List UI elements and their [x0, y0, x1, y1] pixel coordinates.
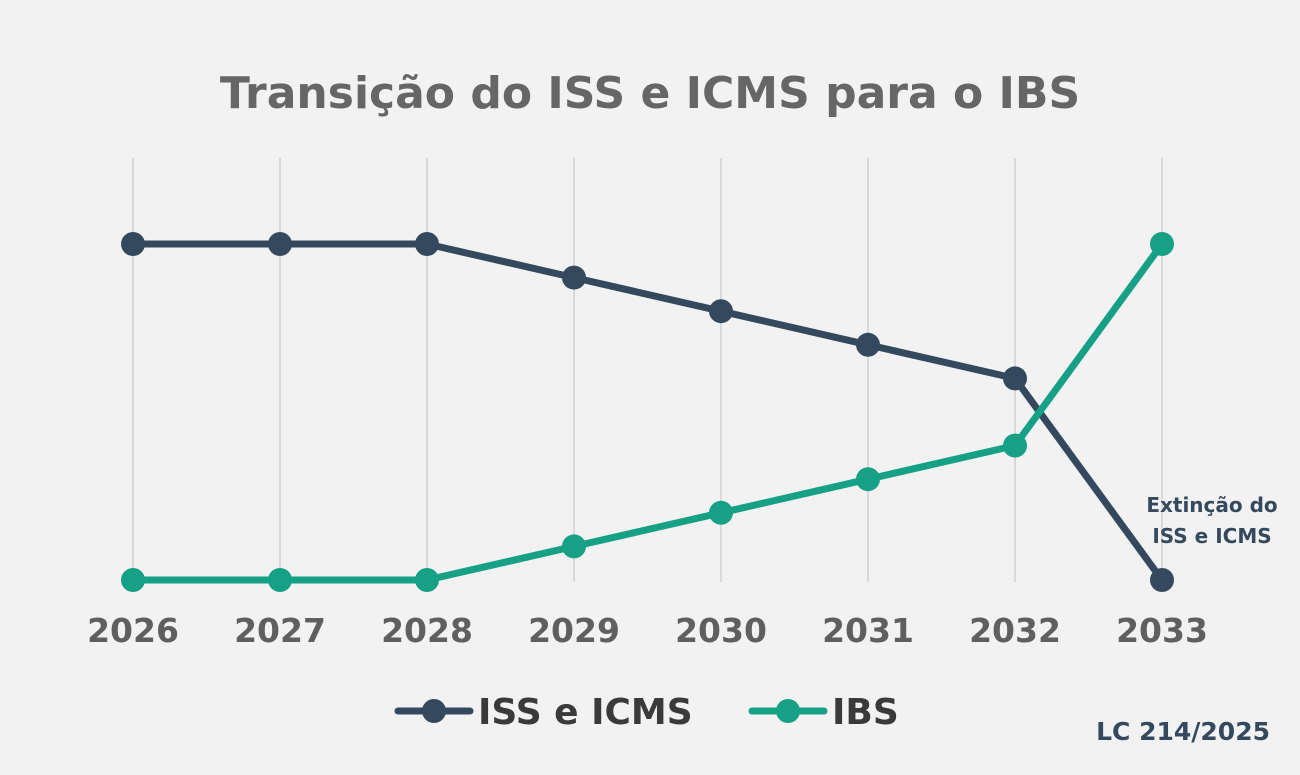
- legend-swatch-marker: [422, 699, 446, 723]
- data-point-iss-e-icms-2030: [709, 299, 733, 324]
- data-point-iss-e-icms-2033: [1150, 568, 1174, 592]
- legend-label: IBS: [832, 692, 899, 733]
- x-tick-label: 2028: [381, 611, 473, 650]
- data-point-ibs-2026: [121, 568, 145, 592]
- x-tick-label: 2027: [234, 611, 326, 650]
- x-tick-label: 2033: [1116, 611, 1208, 650]
- data-point-ibs-2028: [415, 568, 439, 592]
- data-point-ibs-2030: [709, 500, 733, 525]
- data-point-iss-e-icms-2031: [856, 332, 880, 357]
- source-note: LC 214/2025: [1096, 717, 1270, 746]
- data-point-ibs-2033: [1150, 232, 1174, 256]
- grid: [132, 158, 1163, 582]
- data-point-iss-e-icms-2028: [415, 232, 439, 256]
- legend-label: ISS e ICMS: [478, 692, 693, 733]
- x-axis-ticks: 2026 2027 2028 2029 2030 2031 2032 2033: [87, 611, 1208, 650]
- series-iss-e-icms: [121, 232, 1174, 592]
- x-tick-label: 2030: [675, 611, 767, 650]
- series-ibs: [121, 232, 1174, 592]
- annotation-line-1: Extinção do: [1146, 493, 1277, 517]
- series-line-ibs: [129, 240, 1166, 584]
- legend-item-iss-e-icms: ISS e ICMS: [394, 692, 693, 733]
- data-point-iss-e-icms-2029: [562, 265, 586, 290]
- data-point-ibs-2031: [856, 467, 880, 492]
- data-point-ibs-2032: [1003, 433, 1027, 458]
- chart-title: Transição do ISS e ICMS para o IBS: [220, 68, 1080, 119]
- x-tick-label: 2031: [822, 611, 914, 650]
- x-tick-label: 2029: [528, 611, 620, 650]
- data-point-iss-e-icms-2026: [121, 232, 145, 256]
- data-point-ibs-2029: [562, 534, 586, 559]
- legend-item-ibs: IBS: [748, 692, 899, 733]
- legend: ISS e ICMS IBS: [394, 692, 899, 733]
- series-line-iss-e-icms: [129, 240, 1166, 584]
- data-point-ibs-2027: [268, 568, 292, 592]
- x-tick-label: 2032: [969, 611, 1061, 650]
- data-point-iss-e-icms-2027: [268, 232, 292, 256]
- annotation-line-2: ISS e ICMS: [1152, 524, 1271, 548]
- series-layer: [121, 232, 1174, 592]
- x-tick-label: 2026: [87, 611, 179, 650]
- data-point-iss-e-icms-2032: [1003, 366, 1027, 391]
- legend-swatch-marker: [776, 699, 800, 723]
